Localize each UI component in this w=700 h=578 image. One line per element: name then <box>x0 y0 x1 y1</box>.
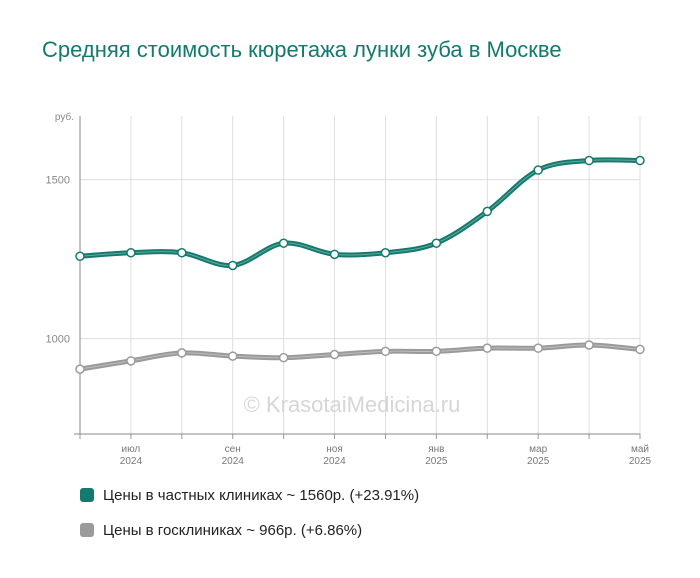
data-point-public[interactable] <box>75 364 85 374</box>
x-tick-label-year: 2024 <box>120 456 143 467</box>
x-tick-label-month: янв <box>428 444 444 455</box>
data-point-public[interactable] <box>431 346 442 357</box>
data-point-private[interactable] <box>278 238 289 248</box>
data-point-private[interactable] <box>533 165 543 175</box>
legend-swatch-private <box>80 488 94 502</box>
x-tick-label-year: 2025 <box>527 456 550 467</box>
data-point-public[interactable] <box>380 346 391 357</box>
chart-title: Средняя стоимость кюретажа лунки зуба в … <box>42 37 562 62</box>
data-point-public[interactable] <box>584 340 594 350</box>
data-point-private[interactable] <box>380 247 391 258</box>
x-tick-label-month: сен <box>225 444 241 455</box>
series-lines <box>77 157 643 372</box>
data-point-public[interactable] <box>126 356 136 366</box>
x-tick-label-month: июл <box>122 444 141 455</box>
legend-label-private: Цены в частных клиниках ~ 1560р. (+23.91… <box>103 486 420 504</box>
data-point-private[interactable] <box>227 260 238 271</box>
gridlines <box>79 116 641 434</box>
x-tick-label-year: 2024 <box>222 456 245 467</box>
x-tick-label-year: 2025 <box>425 456 448 467</box>
series-points <box>75 155 645 374</box>
axes <box>74 116 641 439</box>
data-point-public[interactable] <box>278 352 289 363</box>
data-point-public[interactable] <box>482 343 493 353</box>
x-tick-label-month: май <box>631 444 649 455</box>
data-point-public[interactable] <box>227 351 238 361</box>
legend-item-public[interactable]: Цены в госклиниках ~ 966р. (+6.86%) <box>80 521 419 539</box>
x-tick-label-month: ноя <box>326 444 343 455</box>
series-line-public <box>77 342 643 372</box>
data-point-private[interactable] <box>329 249 340 260</box>
y-axis-label: руб. <box>55 111 74 123</box>
data-point-private[interactable] <box>584 155 594 166</box>
x-tick-label-month: мар <box>529 444 547 455</box>
data-point-private[interactable] <box>635 155 645 166</box>
y-tick-label: 1000 <box>46 334 70 346</box>
legend-label-public: Цены в госклиниках ~ 966р. (+6.86%) <box>103 521 363 539</box>
data-point-private[interactable] <box>482 206 493 217</box>
data-point-public[interactable] <box>635 344 645 355</box>
legend-item-private[interactable]: Цены в частных клиниках ~ 1560р. (+23.91… <box>80 486 419 504</box>
data-point-private[interactable] <box>126 247 136 258</box>
data-point-public[interactable] <box>177 348 187 358</box>
legend-swatch-public <box>80 523 94 537</box>
x-tick-label-year: 2025 <box>629 456 652 467</box>
series-line-private <box>77 157 643 268</box>
axis-labels: 10001500руб.июл2024сен2024ноя2024янв2025… <box>46 111 652 467</box>
data-point-public[interactable] <box>533 343 543 353</box>
legend: Цены в частных клиниках ~ 1560р. (+23.91… <box>80 486 419 556</box>
x-tick-label-year: 2024 <box>323 456 346 467</box>
y-tick-label: 1500 <box>46 175 70 187</box>
data-point-private[interactable] <box>431 238 442 248</box>
watermark: © KrasotaiMedicina.ru <box>244 392 461 417</box>
data-point-public[interactable] <box>329 349 340 360</box>
data-point-private[interactable] <box>177 247 187 258</box>
data-point-private[interactable] <box>75 251 85 261</box>
